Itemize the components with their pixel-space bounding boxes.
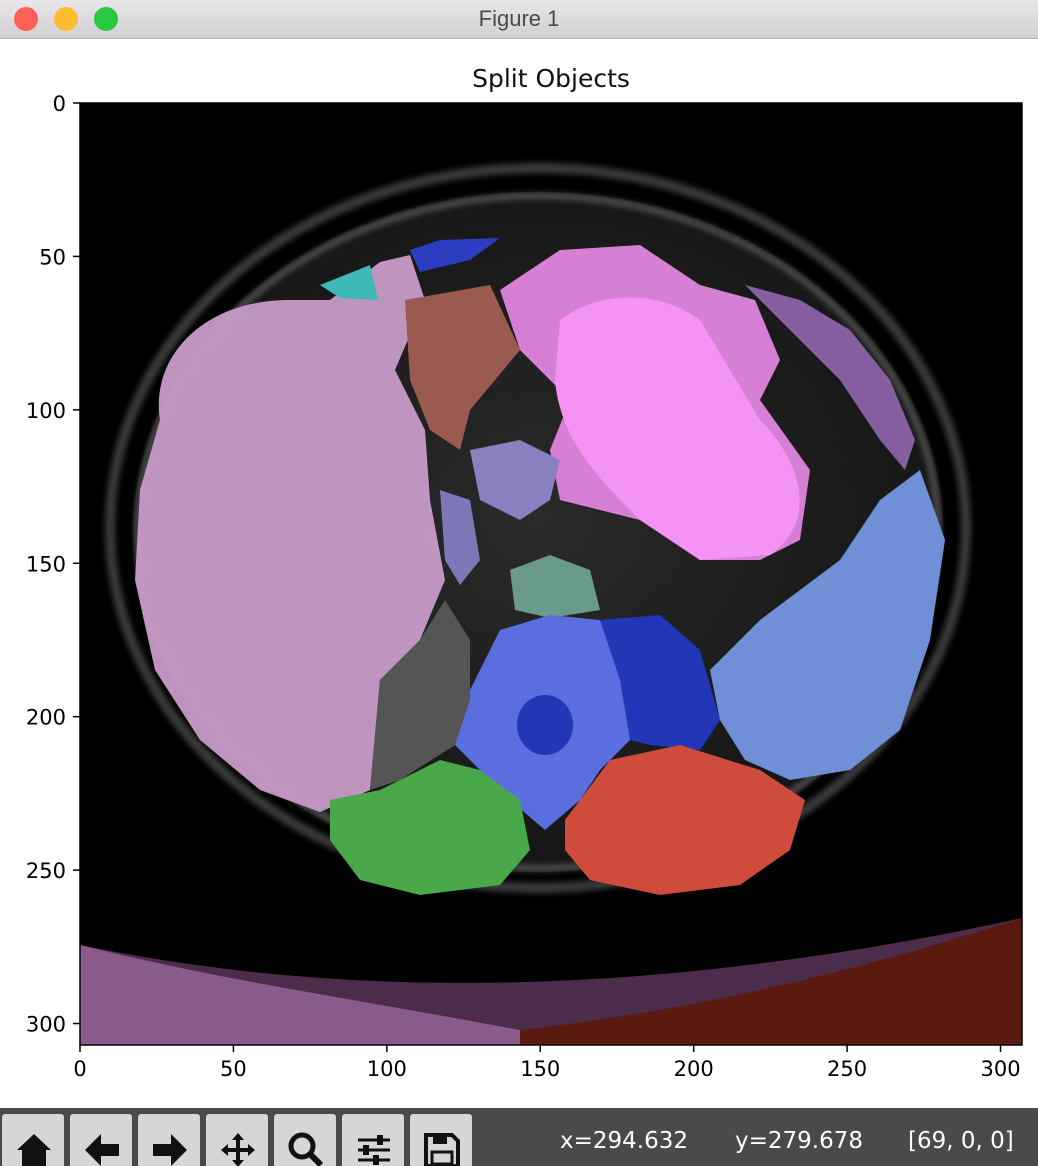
- segment-gallbladder: [405, 285, 520, 450]
- segment-teal: [320, 265, 378, 300]
- pixel-value-readout: [69, 0, 0]: [908, 1128, 1014, 1154]
- sliders-icon: [358, 1135, 390, 1165]
- segment-right-kidney: [330, 760, 530, 895]
- x-tick-label: 100: [367, 1057, 407, 1081]
- save-button[interactable]: [410, 1114, 472, 1166]
- segment-upper-blue: [410, 238, 500, 272]
- back-button[interactable]: [70, 1114, 132, 1166]
- configure-subplots-button[interactable]: [342, 1114, 404, 1166]
- y-tick-label: 0: [53, 92, 66, 116]
- x-tick-label: 150: [520, 1057, 560, 1081]
- y-tick-label: 300: [26, 1013, 66, 1037]
- maximize-window-button[interactable]: [94, 7, 118, 31]
- body-outline-outer: [105, 163, 971, 893]
- x-tick-label: 200: [674, 1057, 714, 1081]
- y-axis: 0 50 100 150 200 250 300: [26, 92, 80, 1037]
- window-titlebar: Figure 1: [0, 0, 1038, 39]
- x-tick-label: 300: [980, 1057, 1020, 1081]
- y-tick-label: 250: [26, 859, 66, 883]
- ct-image[interactable]: [80, 103, 1022, 1045]
- segment-stomach: [555, 297, 800, 560]
- segment-liver: [135, 255, 445, 812]
- minimize-window-button[interactable]: [54, 7, 78, 31]
- x-tick-label: 0: [73, 1057, 86, 1081]
- cursor-x-readout: x=294.632: [560, 1128, 688, 1154]
- pan-button[interactable]: [206, 1114, 268, 1166]
- floppy-icon: [424, 1133, 460, 1166]
- y-tick-label: 200: [26, 706, 66, 730]
- segment-left-kidney: [565, 745, 805, 895]
- segment-wall-left: [745, 285, 915, 470]
- plot-title: Split Objects: [472, 64, 630, 93]
- magnifier-icon: [288, 1132, 324, 1166]
- y-tick-label: 100: [26, 399, 66, 423]
- segment-lower-left: [80, 945, 520, 1045]
- segment-lower-right: [520, 918, 1022, 1045]
- figure-canvas[interactable]: 0 50 100 150 200 250 300 0 50 100 150 200 250 300: [0, 0, 1038, 1108]
- zoom-button[interactable]: [274, 1114, 336, 1166]
- home-icon: [17, 1134, 51, 1166]
- segment-spinal-canal: [517, 695, 573, 755]
- x-tick-label: 50: [220, 1057, 247, 1081]
- segment-pancreas: [470, 440, 560, 520]
- segment-duodenum: [440, 490, 480, 585]
- x-tick-label: 250: [827, 1057, 867, 1081]
- forward-button[interactable]: [138, 1114, 200, 1166]
- arrow-right-icon: [153, 1134, 187, 1166]
- arrow-left-icon: [85, 1134, 119, 1166]
- axes-frame: [79, 102, 1023, 1046]
- segment-aorta: [510, 555, 600, 618]
- cursor-y-readout: y=279.678: [735, 1128, 863, 1154]
- close-window-button[interactable]: [14, 7, 38, 31]
- segment-left-psoas: [600, 615, 720, 750]
- x-axis: 0 50 100 150 200 250 300: [73, 1045, 1021, 1081]
- segment-spleen: [710, 470, 945, 780]
- y-tick-label: 50: [39, 245, 66, 269]
- move-icon: [221, 1133, 255, 1166]
- window-title: Figure 1: [478, 6, 560, 31]
- segment-right-psoas: [370, 600, 470, 790]
- navigation-toolbar: [0, 1108, 1038, 1166]
- y-tick-label: 150: [26, 552, 66, 576]
- home-button[interactable]: [2, 1114, 64, 1166]
